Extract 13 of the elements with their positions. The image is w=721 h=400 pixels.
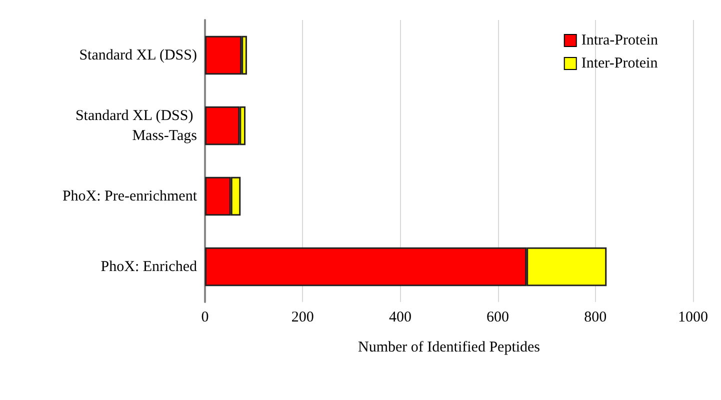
y-tick-label: PhoX: Pre-enrichment	[62, 188, 198, 204]
y-tick-label: Standard XL (DSS) Mass-Tags	[75, 108, 198, 144]
x-axis-title: Number of Identified Peptides	[358, 340, 540, 356]
x-tick-label: 200	[291, 310, 314, 326]
y-tick-label: PhoX: Enriched	[100, 258, 198, 275]
x-tick-label: 600	[486, 310, 510, 326]
legend-label: Inter-Protein	[581, 56, 658, 72]
y-tick-label: Standard XL (DSS)	[79, 47, 197, 64]
x-tick-label: 400	[388, 310, 412, 326]
legend-label: Intra-Protein	[581, 32, 658, 48]
x-tick-label: 0	[201, 310, 209, 326]
x-tick-label: 1000	[678, 310, 708, 326]
x-tick-label: 800	[584, 310, 607, 326]
